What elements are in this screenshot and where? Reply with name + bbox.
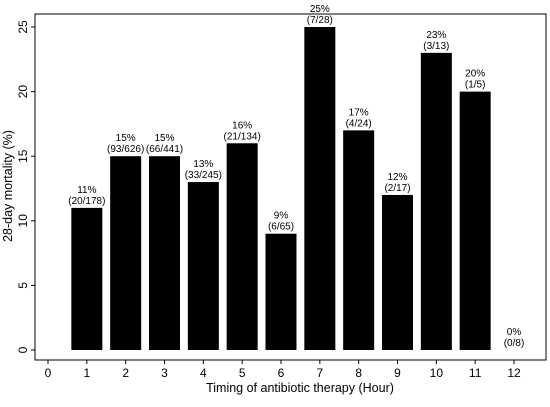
bar	[304, 27, 336, 350]
bar-percent-label: 23%	[426, 30, 446, 41]
bar-count-label: (21/134)	[224, 131, 261, 142]
bar	[265, 233, 297, 350]
x-tick-label: 6	[278, 366, 285, 380]
x-axis-label: Timing of antibiotic therapy (Hour)	[206, 381, 394, 395]
bar-count-label: (20/178)	[68, 196, 105, 207]
bar	[226, 143, 258, 350]
bar-labels: 11%(20/178)15%(93/626)15%(66/441)13%(33/…	[68, 4, 524, 349]
x-tick-label: 9	[394, 366, 401, 380]
x-tick-label: 3	[161, 366, 168, 380]
x-tick-label: 4	[200, 366, 207, 380]
bar-percent-label: 20%	[465, 69, 485, 80]
bar	[382, 194, 413, 350]
y-tick-label: 10	[16, 214, 30, 228]
bar	[110, 156, 142, 350]
bar-count-label: (3/13)	[423, 41, 449, 52]
bar-count-label: (66/441)	[146, 144, 183, 155]
bar-count-label: (6/65)	[268, 222, 294, 233]
bar	[187, 182, 219, 350]
bar-percent-label: 11%	[77, 185, 96, 196]
y-axis: 0 5 10 15 20 25	[16, 20, 35, 353]
x-tick-label: 8	[355, 366, 362, 380]
bar	[420, 52, 452, 351]
y-tick-label: 25	[16, 20, 30, 34]
y-tick-label: 20	[16, 85, 30, 99]
bar-series	[71, 27, 491, 351]
bar-count-label: (7/28)	[307, 15, 333, 26]
bar-percent-label: 15%	[116, 133, 136, 144]
bar-count-label: (1/5)	[465, 80, 486, 91]
bar-percent-label: 0%	[507, 327, 522, 338]
x-tick-label: 11	[469, 366, 482, 380]
plot-frame	[34, 13, 547, 361]
bar-percent-label: 16%	[232, 120, 252, 131]
bar-percent-label: 25%	[310, 4, 330, 15]
x-tick-label: 2	[122, 366, 129, 380]
bar-count-label: (4/24)	[346, 118, 372, 129]
y-tick-label: 5	[16, 282, 30, 289]
bar-percent-label: 17%	[349, 107, 369, 118]
bar-percent-label: 15%	[154, 133, 174, 144]
y-axis-label: 28-day mortality (%)	[1, 130, 15, 242]
x-tick-label: 5	[239, 366, 246, 380]
plot-border	[34, 13, 547, 361]
x-tick-label: 1	[83, 366, 90, 380]
bar-percent-label: 13%	[193, 159, 213, 170]
y-tick-label: 15	[16, 149, 30, 163]
bar-count-label: (93/626)	[107, 144, 144, 155]
bar-percent-label: 12%	[387, 172, 407, 183]
y-tick-label: 0	[16, 346, 30, 353]
bar-count-label: (33/245)	[185, 170, 222, 181]
x-axis: 0 1 2 3 4 5 6 7 8 9 10 11 12	[45, 360, 521, 380]
bar	[71, 207, 103, 350]
bar	[149, 156, 180, 350]
bar-percent-label: 9%	[274, 211, 289, 222]
bar-count-label: (2/17)	[384, 183, 410, 194]
bar-count-label: (0/8)	[504, 338, 525, 349]
x-tick-label: 0	[45, 366, 52, 380]
bar	[459, 91, 491, 350]
bar	[343, 130, 375, 350]
x-tick-label: 10	[430, 366, 444, 380]
x-tick-label: 7	[316, 366, 323, 380]
x-tick-label: 12	[507, 366, 521, 380]
